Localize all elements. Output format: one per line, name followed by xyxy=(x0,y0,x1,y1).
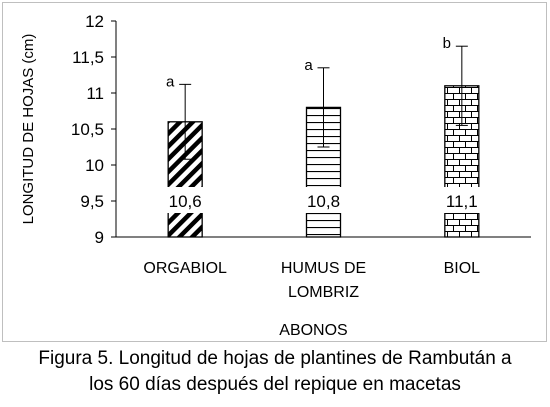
bar-chart: 9 9,5 10 10,5 11 11,5 12 LONGITUD DE HOJAS (cm)… xyxy=(20,12,531,339)
x-category-label: HUMUS DE xyxy=(281,260,366,277)
y-tick-label: 11 xyxy=(86,84,104,103)
figure-caption: Figura 5. Longitud de hojas de plantines… xyxy=(0,346,550,398)
x-category-label: ORGABIOL xyxy=(143,260,227,277)
caption-line-1: Figura 5. Longitud de hojas de plantines… xyxy=(38,348,512,369)
data-label-bg xyxy=(439,187,484,213)
y-tick-label: 12 xyxy=(85,12,104,31)
significance-letter: a xyxy=(166,73,175,90)
data-label-bg xyxy=(301,187,346,213)
caption-line-2: los 60 días después del repique en macet… xyxy=(89,374,461,395)
data-label: 10,8 xyxy=(307,192,340,211)
data-label-bg xyxy=(163,187,208,213)
data-label: 10,6 xyxy=(169,192,202,211)
y-tick-label: 9 xyxy=(95,228,104,247)
x-category-label: LOMBRIZ xyxy=(288,284,359,301)
y-tick-label: 9,5 xyxy=(80,192,104,211)
y-tick-label: 11,5 xyxy=(72,48,104,67)
y-axis-title: LONGITUD DE HOJAS (cm) xyxy=(20,34,37,225)
significance-letter: b xyxy=(443,35,451,52)
x-axis-title: ABONOS xyxy=(279,322,347,339)
y-tick-label: 10,5 xyxy=(71,120,104,139)
data-label: 11,1 xyxy=(446,192,478,211)
significance-letter: a xyxy=(304,57,313,74)
chart-frame: 9 9,5 10 10,5 11 11,5 12 LONGITUD DE HOJAS (cm)… xyxy=(2,2,547,342)
y-tick-label: 10 xyxy=(85,156,104,175)
x-category-label: BIOL xyxy=(444,260,481,277)
